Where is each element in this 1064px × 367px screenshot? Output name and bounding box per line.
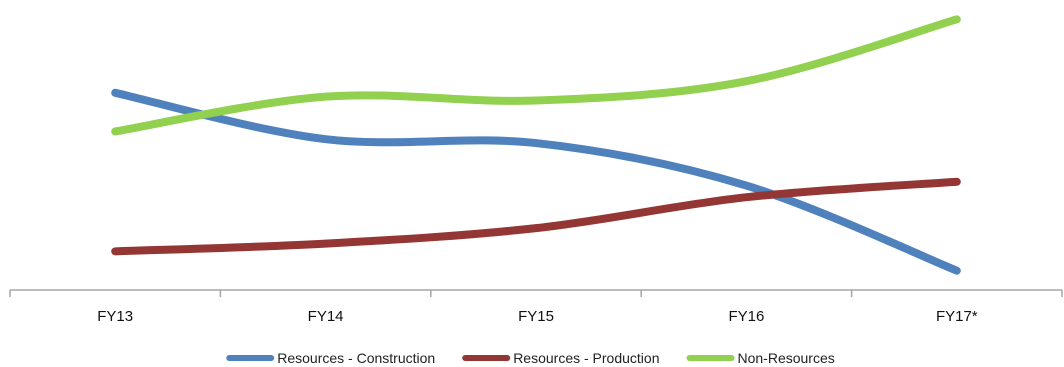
legend-label-0: Resources - Construction	[277, 350, 435, 366]
series-line-0	[111, 88, 961, 275]
x-axis-ticks	[9, 290, 1063, 297]
x-axis-tick-labels: FY13 FY14 FY15 FY16 FY17*	[97, 308, 978, 325]
legend: Resources - Construction Resources - Prod…	[226, 350, 835, 366]
x-tick-label: FY14	[308, 308, 344, 325]
series-lines	[111, 15, 961, 275]
x-tick-label: FY13	[97, 308, 133, 325]
legend-label-1: Resources - Production	[513, 350, 659, 366]
x-tick-label: FY17*	[936, 308, 978, 325]
x-tick-label: FY16	[728, 308, 764, 325]
x-tick-label: FY15	[518, 308, 554, 325]
legend-label-2: Non-Resources	[737, 350, 834, 366]
series-line-1	[111, 177, 961, 256]
series-line-2	[111, 15, 961, 136]
